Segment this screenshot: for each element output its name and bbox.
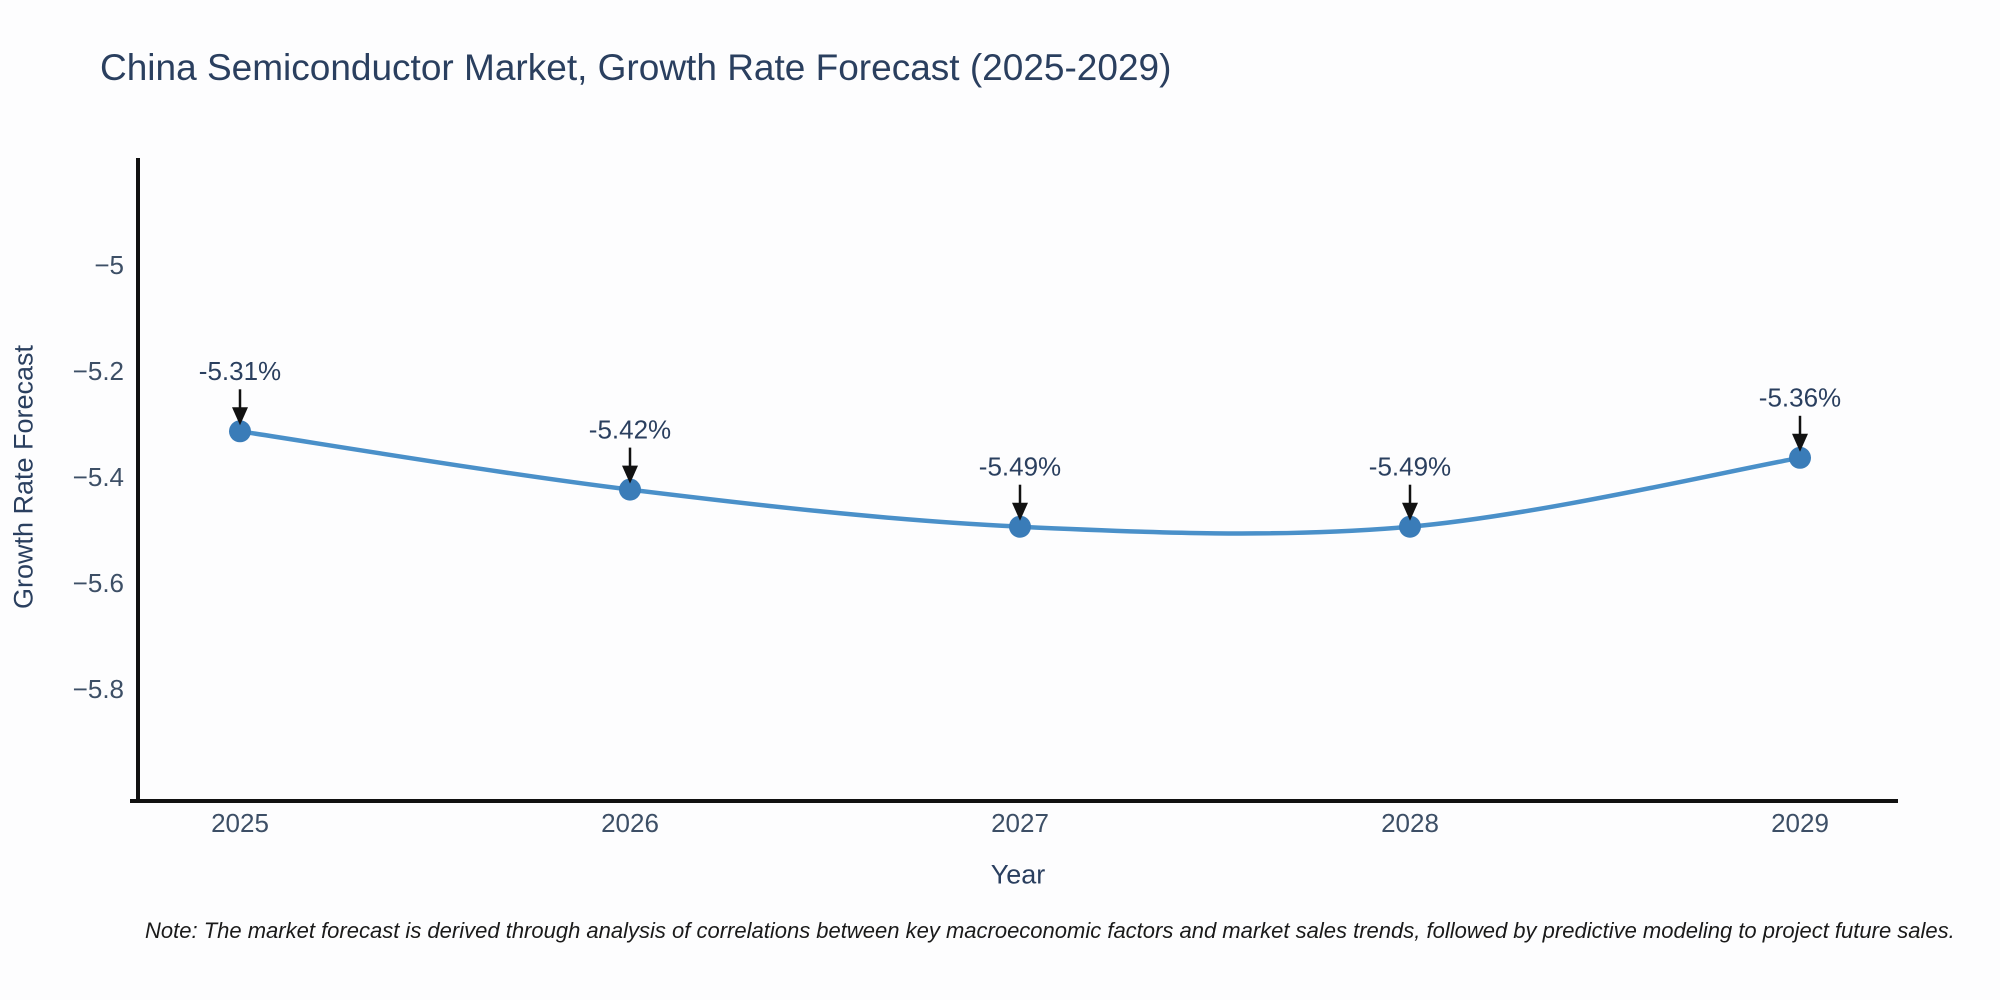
annotation-arrow-head xyxy=(1402,502,1418,521)
x-tick-label: 2028 xyxy=(1381,808,1439,838)
y-tick-label: −5 xyxy=(94,250,124,280)
x-tick-label: 2029 xyxy=(1771,808,1829,838)
x-tick-label: 2027 xyxy=(991,808,1049,838)
x-tick-label: 2026 xyxy=(601,808,659,838)
data-point-marker xyxy=(1789,446,1811,469)
x-axis-title: Year xyxy=(990,859,1046,890)
y-tick-label: −5.4 xyxy=(73,462,124,492)
data-point-marker xyxy=(619,478,641,501)
point-value-label: -5.49% xyxy=(1369,452,1451,482)
point-value-label: -5.49% xyxy=(979,452,1061,482)
annotation-arrow-head xyxy=(1012,502,1028,521)
data-point-marker xyxy=(1399,515,1421,538)
y-tick-label: −5.2 xyxy=(73,356,124,386)
y-tick-label: −5.6 xyxy=(73,568,124,598)
point-value-label: -5.36% xyxy=(1759,383,1841,413)
data-point-marker xyxy=(229,420,251,443)
annotation-arrow-head xyxy=(622,465,638,484)
chart-title: China Semiconductor Market, Growth Rate … xyxy=(100,47,1172,88)
point-value-label: -5.31% xyxy=(199,356,281,386)
annotation-arrow-head xyxy=(1792,433,1808,452)
data-point-marker xyxy=(1009,515,1031,538)
footnote-text: Note: The market forecast is derived thr… xyxy=(145,918,1955,943)
x-tick-label: 2025 xyxy=(211,808,269,838)
annotation-arrow-head xyxy=(232,407,248,426)
point-value-label: -5.42% xyxy=(589,414,671,444)
y-tick-label: −5.8 xyxy=(73,674,124,704)
